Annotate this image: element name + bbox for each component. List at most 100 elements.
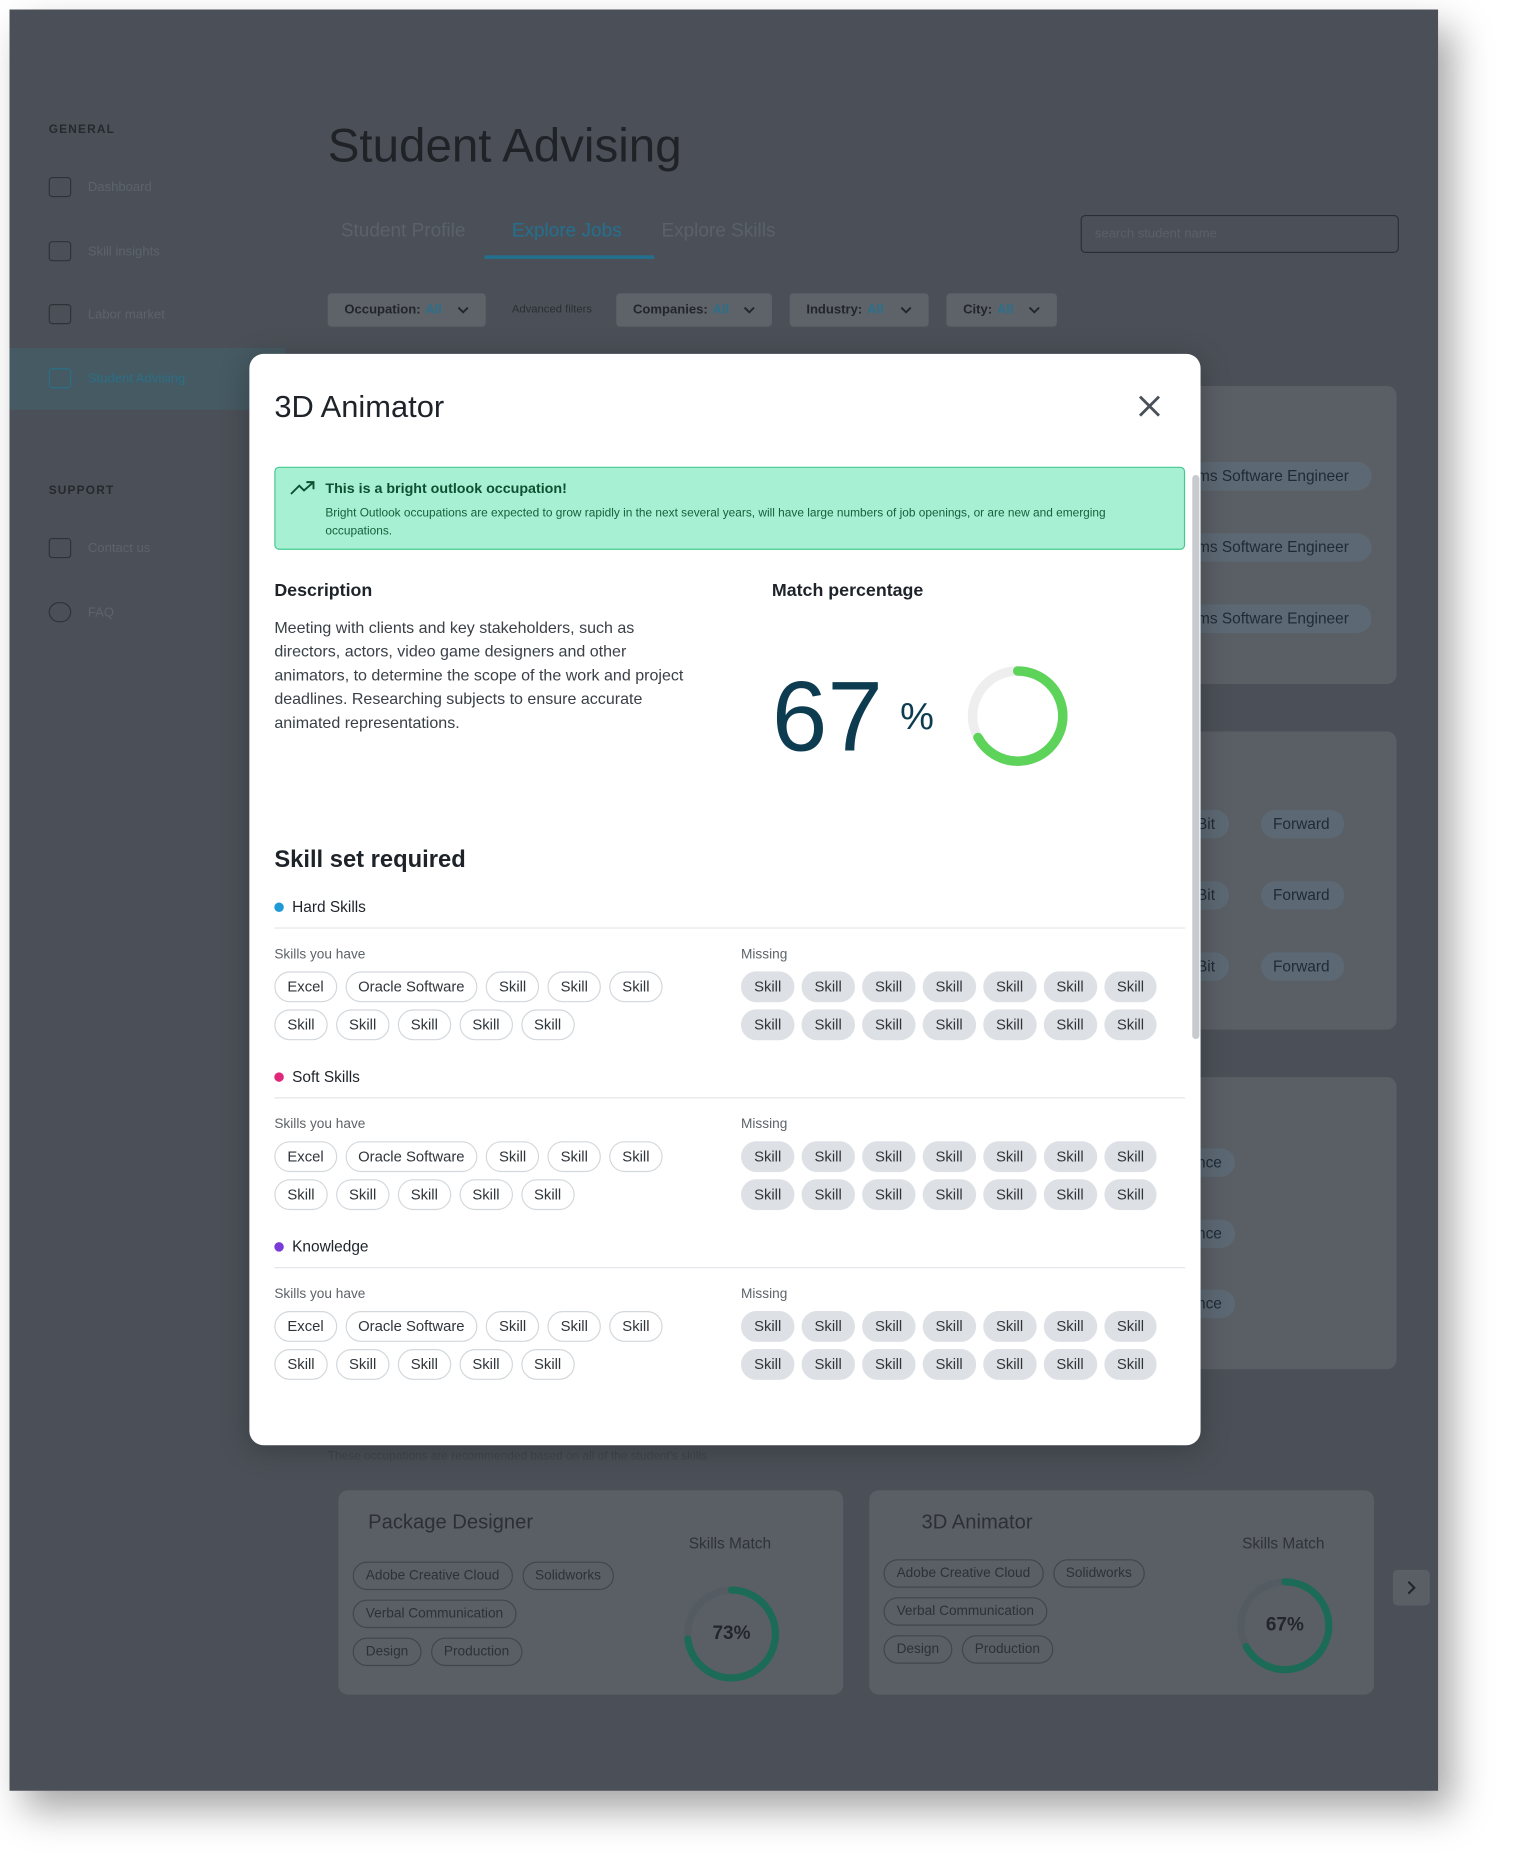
active-item-band [9,347,285,410]
chip-row: Design Production [352,1637,523,1667]
missing-chip: Skill [1103,1141,1158,1173]
bright-outlook-banner: This is a bright outlook occupation! Brig… [274,466,1186,550]
nav-item: Labor market [87,307,165,322]
have-chip: Skill [520,1179,575,1211]
have-chip: Skill [520,1349,575,1380]
nav-icon [48,602,72,623]
missing-chip: Skill [982,1349,1037,1380]
have-chip: Skill [609,1141,663,1173]
have-chip: Skill [459,1179,513,1211]
missing-chip: Skill [1043,971,1097,1003]
skill-chip: Adobe Creative Cloud [883,1559,1044,1588]
missing-chip: Skill [741,1009,795,1041]
have-chip: Skill [520,1009,575,1041]
have-chip: Skill [609,971,663,1003]
background-chip: ms Software Engineer [1175,533,1372,562]
group-divider [274,1097,1186,1099]
chip-row: Adobe Creative Cloud Solidworks [352,1561,615,1591]
have-chip: Skill [335,1179,390,1211]
nav-item: Skill insights [87,244,160,259]
group-dot [274,902,284,912]
group-name: Knowledge [292,1237,369,1256]
match-value: 67 [771,660,883,772]
match-heading: Match percentage [771,580,924,601]
have-chip: Skill [335,1009,390,1041]
chip-row: Skill Skill Skill Skill Skill [274,1009,575,1041]
chip-row: Design Production [883,1635,1054,1664]
have-chip: Oracle Software [345,1311,478,1342]
have-chip: Skill [274,1009,328,1041]
advanced-filters: Advanced filters [511,302,593,316]
have-chip: Excel [274,971,337,1003]
search-placeholder: search student name [1094,226,1217,242]
chip-row: Excel Oracle Software Skill Skill Skill [274,1141,663,1173]
filter-label: Industry: [806,302,863,318]
match-label: 73% [712,1623,751,1644]
filter-dropdown: Occupation: All [327,293,486,327]
match-label: 67% [1265,1615,1304,1636]
next-button[interactable] [1392,1569,1430,1606]
missing-chip: Skill [861,1179,916,1211]
have-chip: Skill [485,1141,540,1173]
filter-value: All [425,302,443,318]
missing-chip: Skill [801,1179,855,1211]
missing-label: Missing [741,1116,788,1132]
tab: Student Profile [340,220,466,242]
chip-row: Skill Skill Skill Skill Skill Skill Skill [741,971,1158,1003]
have-chip: Skill [459,1009,513,1041]
chip-row: Excel Oracle Software Skill Skill Skill [274,971,663,1003]
background-chip: ms Software Engineer [1175,461,1372,491]
missing-chip: Skill [922,971,976,1003]
nav-icon [48,241,72,262]
missing-chip: Skill [741,1311,795,1342]
have-chip: Skill [547,971,601,1003]
missing-chip: Skill [861,1349,916,1380]
ring-arc [1237,1578,1333,1674]
group-divider [274,1267,1186,1269]
missing-chip: Skill [1043,1179,1097,1211]
card-title: 3D Animator [921,1510,1033,1534]
chip-row: Verbal Communication [352,1599,517,1629]
missing-chip: Skill [1103,1179,1158,1211]
filter-dropdown: Industry: All [789,293,929,327]
have-chip: Skill [459,1349,513,1380]
have-chip: Excel [274,1311,337,1342]
missing-chip: Skill [861,1141,916,1173]
chip-row: Skill Skill Skill Skill Skill Skill Skill [741,1349,1158,1380]
chip-row: Skill Skill Skill Skill Skill [274,1179,575,1211]
modal-title: 3D Animator [274,388,445,424]
match-ring [1237,1578,1333,1674]
filter-value: All [866,302,884,318]
nav-icon [48,537,72,559]
match-unit: % [900,694,934,738]
missing-chip: Skill [982,1009,1037,1041]
skills-heading: Skill set required [274,846,466,873]
chevron [743,306,755,314]
have-label: Skills you have [274,947,366,962]
skill-chip: Verbal Communication [352,1599,517,1629]
close-button[interactable] [1138,395,1161,417]
group-dot [274,1072,284,1082]
filter-label: Occupation: [344,302,421,318]
group-dot [274,1242,284,1252]
card-title: Package Designer [368,1510,534,1534]
match-ring [967,666,1068,766]
chip-row: Verbal Communication [883,1597,1048,1626]
missing-chip: Skill [922,1349,976,1380]
have-chip: Skill [547,1311,601,1342]
missing-chip: Skill [982,971,1037,1003]
description-heading: Description [274,580,373,601]
skill-chip: Solidworks [521,1561,615,1591]
missing-chip: Skill [1103,1349,1158,1380]
banner-text: Bright Outlook occupations are expected … [325,507,1106,538]
missing-chip: Skill [741,1141,795,1173]
have-chip: Skill [397,1349,451,1380]
chip-row: Skill Skill Skill Skill Skill Skill Skill [741,1179,1158,1211]
match-ring [684,1586,779,1682]
missing-chip: Skill [801,1349,855,1380]
filter-dropdown: Companies: All [616,293,772,327]
chevron [1028,306,1040,314]
have-chip: Skill [274,1179,328,1211]
chevron [457,306,469,314]
